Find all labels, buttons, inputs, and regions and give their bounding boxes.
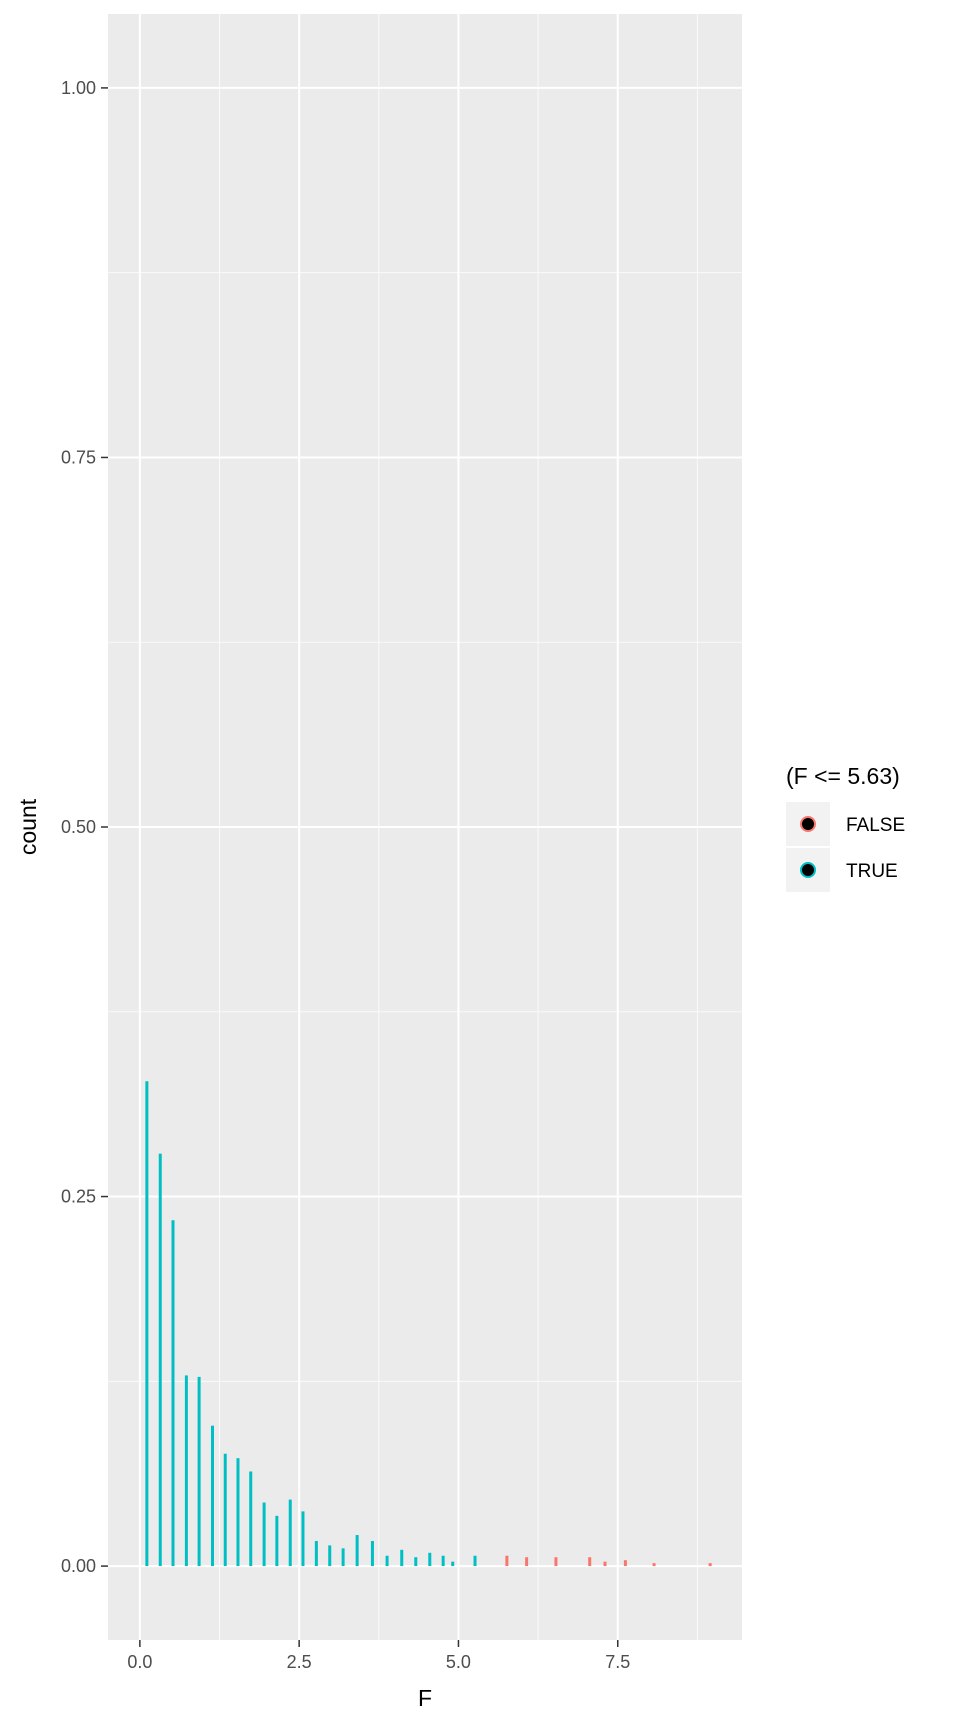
legend-label-true: TRUE [846,861,898,882]
y-tick-label: 1.00 [61,78,96,98]
bar-true [158,1153,162,1567]
bar-false [623,1560,627,1567]
bar-true [262,1502,266,1567]
x-tick-label: 7.5 [605,1652,630,1672]
x-tick-label: 0.0 [127,1652,152,1672]
bar-true [301,1511,305,1567]
bar-true [223,1453,227,1567]
bar-true [275,1515,279,1567]
bars [145,1081,712,1567]
x-tick-label: 2.5 [287,1652,312,1672]
legend-dot-false-icon [800,816,816,832]
bar-false [603,1561,607,1567]
y-tick-label: 0.75 [61,447,96,467]
y-axis: 0.00 0.25 0.50 0.75 1.00 [61,78,108,1576]
bar-true [473,1555,477,1567]
bar-true [341,1548,345,1567]
x-tick-label: 5.0 [446,1652,471,1672]
bar-true [385,1555,389,1567]
bar-false [554,1557,558,1567]
x-axis: 0.0 2.5 5.0 7.5 [127,1640,630,1672]
grid-major [108,14,742,1640]
bar-true [441,1555,445,1567]
bar-true [210,1425,214,1567]
bar-true [249,1471,253,1567]
legend-label-false: FALSE [846,815,905,836]
bar-false [708,1563,712,1567]
bar-false [505,1555,509,1567]
bar-true [355,1535,359,1567]
x-axis-title: F [418,1685,432,1711]
legend-dot-true-icon [800,862,816,878]
bar-false [525,1557,529,1567]
bar-true [428,1552,432,1567]
legend-entry-false: FALSE [786,802,905,846]
legend: (F <= 5.63) FALSE TRUE [786,763,905,892]
y-axis-title: count [15,798,41,855]
bar-false [588,1557,592,1567]
bar-false [652,1563,656,1567]
bar-true [236,1458,240,1567]
y-tick-label: 0.25 [61,1187,96,1207]
bar-true [414,1557,418,1567]
legend-title: (F <= 5.63) [786,763,900,789]
bar-true [197,1376,201,1567]
bar-true [370,1540,374,1567]
bar-true [314,1540,318,1567]
bar-true [145,1081,149,1567]
legend-entry-true: TRUE [786,848,898,892]
bar-true [328,1545,332,1567]
bar-true [184,1375,188,1567]
bar-true [171,1220,175,1567]
bar-true [400,1549,404,1567]
bar-true [451,1561,455,1567]
y-tick-label: 0.00 [61,1556,96,1576]
bar-true [288,1499,292,1567]
y-tick-label: 0.50 [61,817,96,837]
